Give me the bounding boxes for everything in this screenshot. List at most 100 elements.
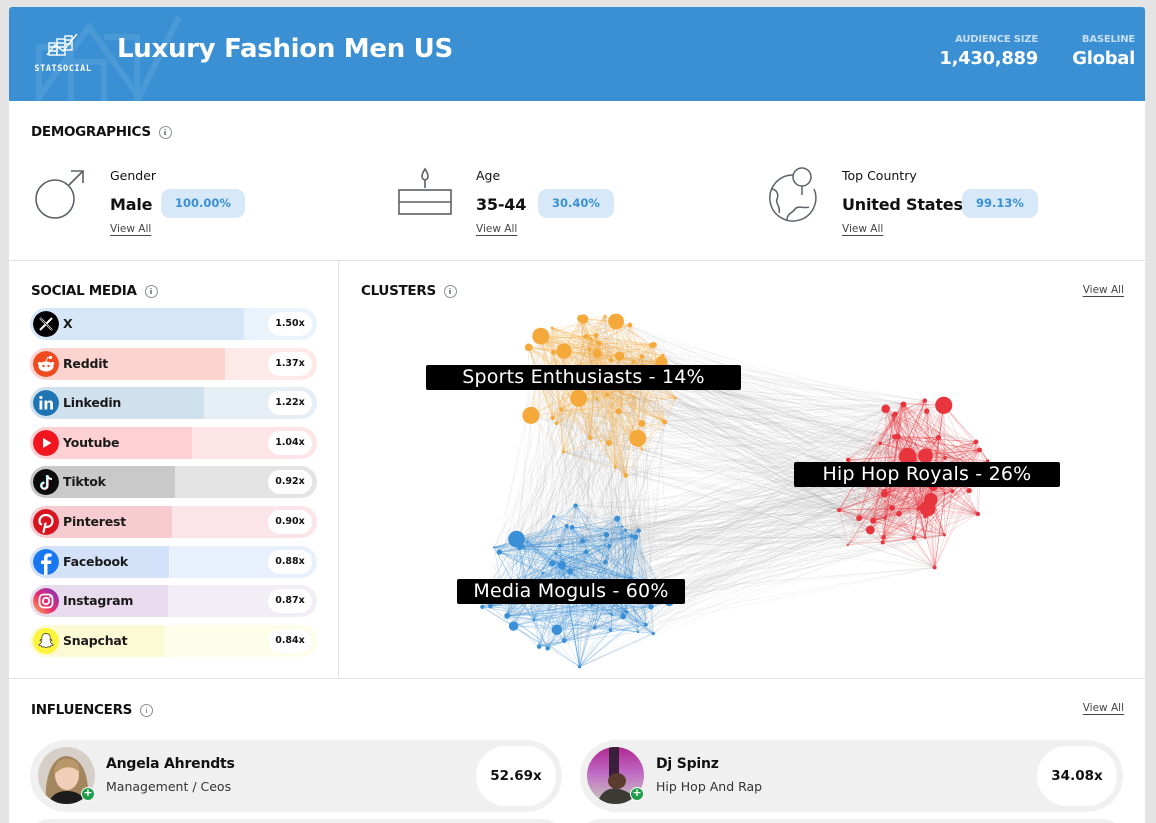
cluster-edge xyxy=(894,436,980,451)
cluster-edge xyxy=(517,518,618,583)
cluster-edge xyxy=(493,527,573,548)
cluster-node xyxy=(638,419,646,427)
cluster-edge xyxy=(894,436,980,451)
cluster-edge xyxy=(589,349,591,438)
cluster-edge xyxy=(599,324,631,344)
cluster-edge xyxy=(513,525,567,627)
cluster-edge xyxy=(884,493,945,495)
cluster-edge xyxy=(563,387,611,452)
cluster-edge xyxy=(533,525,567,621)
social-media-item-snapchat[interactable]: Snapchat 0.84x xyxy=(30,624,317,657)
cluster-edge xyxy=(897,436,931,451)
info-icon[interactable] xyxy=(140,703,154,717)
social-media-item-pinterest[interactable]: Pinterest 0.90x xyxy=(30,506,317,538)
cluster-edge xyxy=(547,598,626,649)
cluster-node xyxy=(593,333,599,338)
cluster-node xyxy=(880,490,888,498)
gender-view-all-link[interactable]: View All xyxy=(110,223,152,235)
cluster-node xyxy=(554,552,557,555)
cluster-edge xyxy=(563,421,665,453)
cluster-edge xyxy=(539,627,595,647)
cluster-edge xyxy=(892,415,935,568)
age-view-all-link[interactable]: View All xyxy=(476,223,518,235)
info-icon[interactable] xyxy=(144,284,158,298)
cluster-edge xyxy=(579,594,670,667)
cluster-edge xyxy=(569,518,618,572)
social-media-index: 0.92x xyxy=(268,470,312,495)
cluster-node xyxy=(878,441,883,446)
snapchat-logo-icon xyxy=(33,627,59,654)
cluster-edge xyxy=(493,547,606,563)
x-logo-icon xyxy=(33,311,59,337)
cluster-edge xyxy=(572,527,632,579)
cluster-edge xyxy=(611,614,654,634)
cluster-edge xyxy=(552,540,583,564)
cluster-node xyxy=(891,414,894,417)
cluster-label-hip-hop-royals[interactable]: Hip Hop Royals - 26% xyxy=(794,462,1060,487)
social-media-item-reddit[interactable]: Reddit 1.37x xyxy=(30,347,317,380)
influencer-card[interactable]: + Dj Spinz Hip Hop And Rap 34.08x xyxy=(580,740,1123,812)
cluster-node xyxy=(880,540,885,545)
social-media-item-x[interactable]: X 1.50x xyxy=(30,308,317,340)
social-media-item-linkedin[interactable]: Linkedin 1.22x xyxy=(30,387,317,420)
cluster-edge xyxy=(561,540,583,566)
cluster-edge xyxy=(556,411,619,424)
cluster-edge xyxy=(575,505,632,579)
influencer-card[interactable]: + Angela Ahrendts Management / Ceos 52.6… xyxy=(30,740,562,812)
cluster-node xyxy=(480,604,485,610)
cluster-node xyxy=(924,408,930,414)
cluster-edge xyxy=(530,397,676,416)
cluster-node xyxy=(977,447,983,453)
cluster-node xyxy=(919,500,936,517)
cluster-edge xyxy=(542,561,606,574)
clusters-view-all-link[interactable]: View All xyxy=(1082,284,1124,296)
cluster-node xyxy=(651,632,655,636)
influencers-view-all-link[interactable]: View All xyxy=(1082,702,1124,714)
cluster-edge xyxy=(621,526,632,537)
cluster-edge xyxy=(615,321,657,366)
cluster-edge xyxy=(645,601,670,625)
social-media-item-facebook[interactable]: Facebook 0.88x xyxy=(30,545,317,578)
cluster-edge xyxy=(507,615,580,667)
country-view-all-link[interactable]: View All xyxy=(842,223,884,235)
info-icon[interactable] xyxy=(443,284,457,298)
social-media-item-tiktok[interactable]: Tiktok 0.92x xyxy=(30,466,317,499)
divider xyxy=(9,260,1145,261)
cluster-node xyxy=(577,665,582,669)
cluster-edge xyxy=(547,627,595,649)
cluster-label-media-moguls[interactable]: Media Moguls - 60% xyxy=(457,579,685,604)
add-influencer-icon[interactable]: + xyxy=(81,787,95,801)
cluster-node xyxy=(942,533,946,537)
cluster-edge xyxy=(895,413,939,438)
country-label: Top Country xyxy=(842,168,917,183)
social-media-item-instagram[interactable]: Instagram 0.87x xyxy=(30,585,317,618)
cluster-edge xyxy=(579,595,620,667)
cluster-edge xyxy=(934,493,946,568)
social-media-item-youtube[interactable]: Youtube 1.04x xyxy=(30,426,317,459)
cluster-edge xyxy=(506,615,540,647)
cluster-edge xyxy=(870,507,893,531)
add-influencer-icon[interactable]: + xyxy=(630,787,644,801)
cluster-edge xyxy=(575,505,587,552)
influencer-card-partial[interactable] xyxy=(580,819,1123,823)
cluster-media-moguls[interactable] xyxy=(480,503,674,669)
cluster-edge xyxy=(572,527,639,531)
cluster-edge xyxy=(599,342,663,356)
statsocial-logo[interactable]: STATSOCIAL xyxy=(28,33,98,77)
cluster-label-sports-enthusiasts[interactable]: Sports Enthusiasts - 14% xyxy=(426,365,741,390)
cluster-edge xyxy=(552,327,590,350)
influencer-card-partial[interactable] xyxy=(30,819,562,823)
cluster-edge xyxy=(907,400,925,457)
cluster-edge xyxy=(533,536,636,621)
cluster-edge xyxy=(533,525,567,621)
cluster-edge xyxy=(894,436,977,443)
info-icon[interactable] xyxy=(158,125,172,139)
social-media-index: 1.50x xyxy=(268,312,312,336)
cluster-edge xyxy=(629,324,643,367)
cluster-node xyxy=(911,535,917,541)
cluster-node xyxy=(943,455,947,460)
cluster-edge xyxy=(563,437,591,453)
cluster-edge xyxy=(629,324,662,363)
tiktok-logo-icon xyxy=(33,469,59,496)
cluster-edge xyxy=(873,520,883,543)
